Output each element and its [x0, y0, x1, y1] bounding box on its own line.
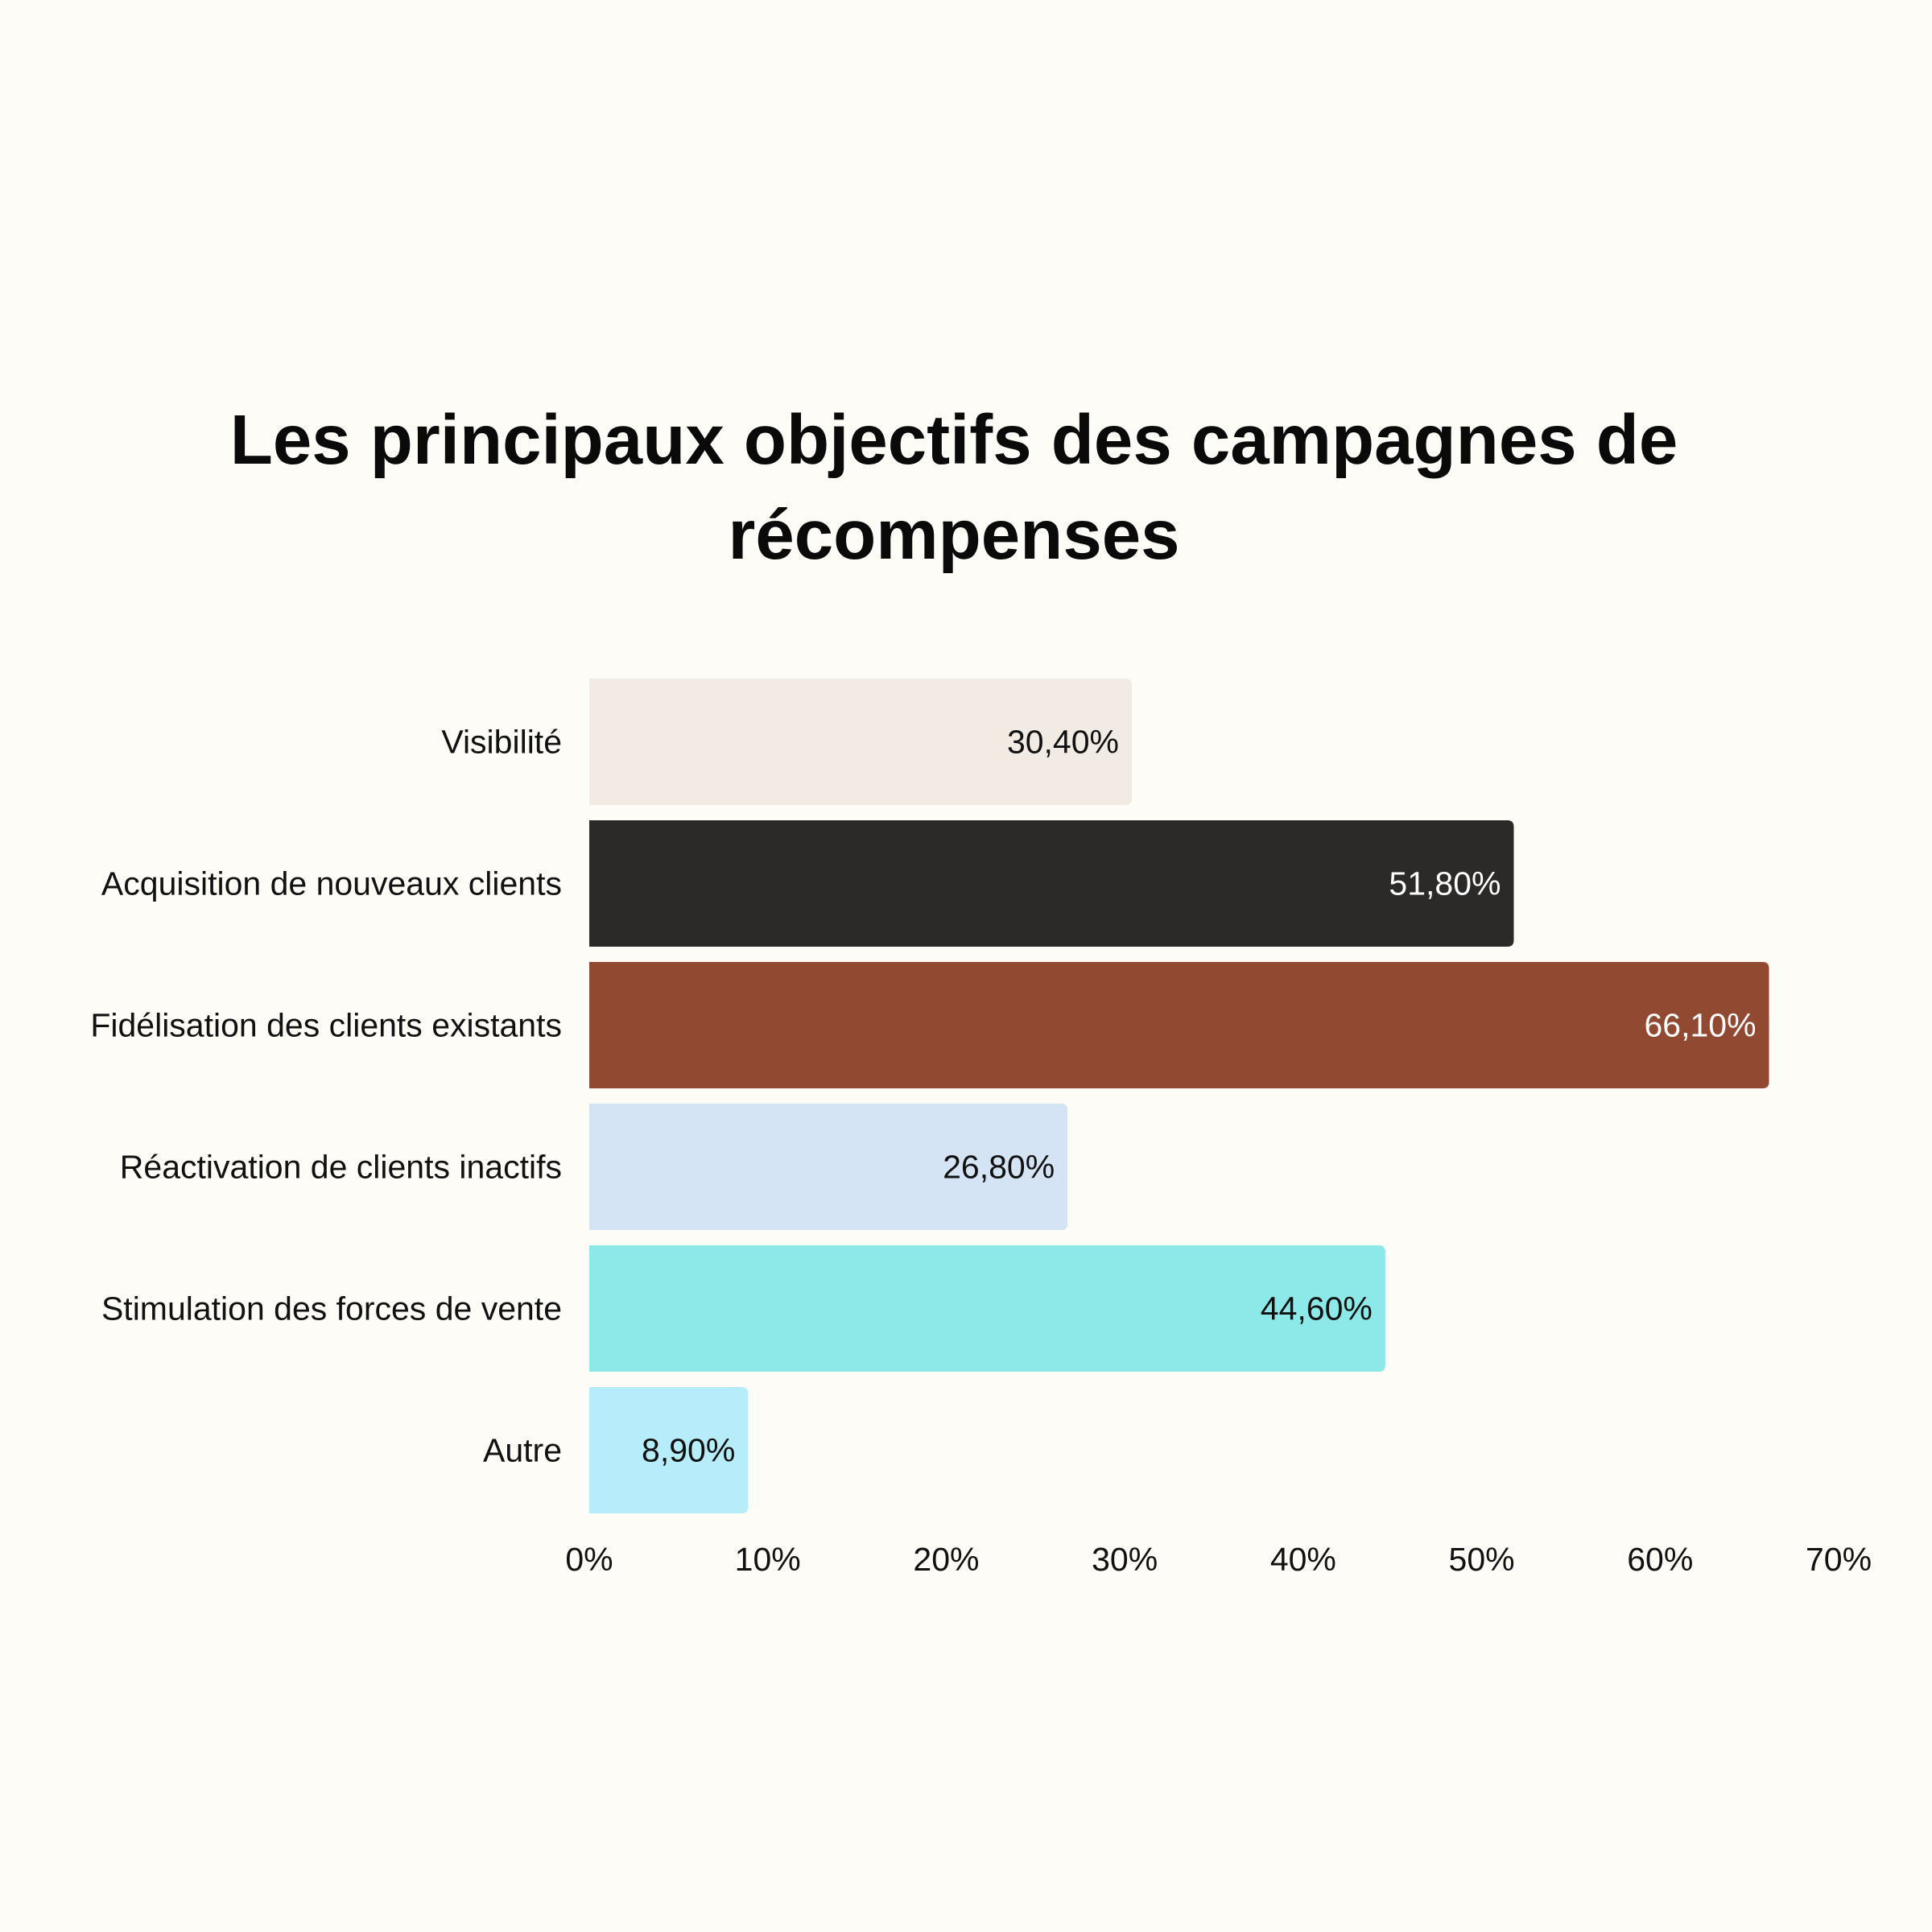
- x-tick-label: 60%: [1627, 1541, 1693, 1578]
- x-tick-label: 10%: [735, 1541, 801, 1578]
- x-tick-label: 40%: [1270, 1541, 1336, 1578]
- category-label: Visibilité: [441, 724, 562, 761]
- bar: [589, 1245, 1385, 1372]
- x-tick-label: 30%: [1092, 1541, 1158, 1578]
- bars-layer: [589, 679, 1769, 1513]
- bar: [589, 962, 1769, 1088]
- value-label: 44,60%: [1261, 1290, 1373, 1327]
- category-labels-layer: Visibilité Acquisition de nouveaux client…: [90, 724, 562, 1469]
- category-label: Réactivation de clients inactifs: [120, 1149, 562, 1186]
- value-label: 51,80%: [1389, 865, 1501, 902]
- x-tick-label: 20%: [913, 1541, 979, 1578]
- bar: [589, 1387, 749, 1513]
- bar: [589, 820, 1514, 947]
- category-label: Fidélisation des clients existants: [90, 1007, 562, 1044]
- bar: [589, 679, 1133, 805]
- value-labels-layer: 30,40% 51,80% 66,10% 26,80% 44,60% 8,90%: [642, 724, 1756, 1469]
- category-label: Acquisition de nouveaux clients: [101, 865, 562, 902]
- chart-title: Les principaux objectifs des campagnes d…: [229, 401, 1678, 574]
- value-label: 8,90%: [642, 1432, 735, 1469]
- value-label: 30,40%: [1007, 724, 1119, 761]
- value-label: 66,10%: [1644, 1007, 1756, 1044]
- x-tick-label: 0%: [565, 1541, 613, 1578]
- x-tick-label: 70%: [1806, 1541, 1872, 1578]
- x-tick-label: 50%: [1449, 1541, 1515, 1578]
- category-label: Autre: [483, 1432, 562, 1469]
- category-label: Stimulation des forces de vente: [101, 1290, 562, 1327]
- x-axis-ticks-layer: 0% 10% 20% 30% 40% 50% 60% 70%: [565, 1541, 1872, 1578]
- value-label: 26,80%: [943, 1149, 1055, 1186]
- bar: [589, 1104, 1068, 1230]
